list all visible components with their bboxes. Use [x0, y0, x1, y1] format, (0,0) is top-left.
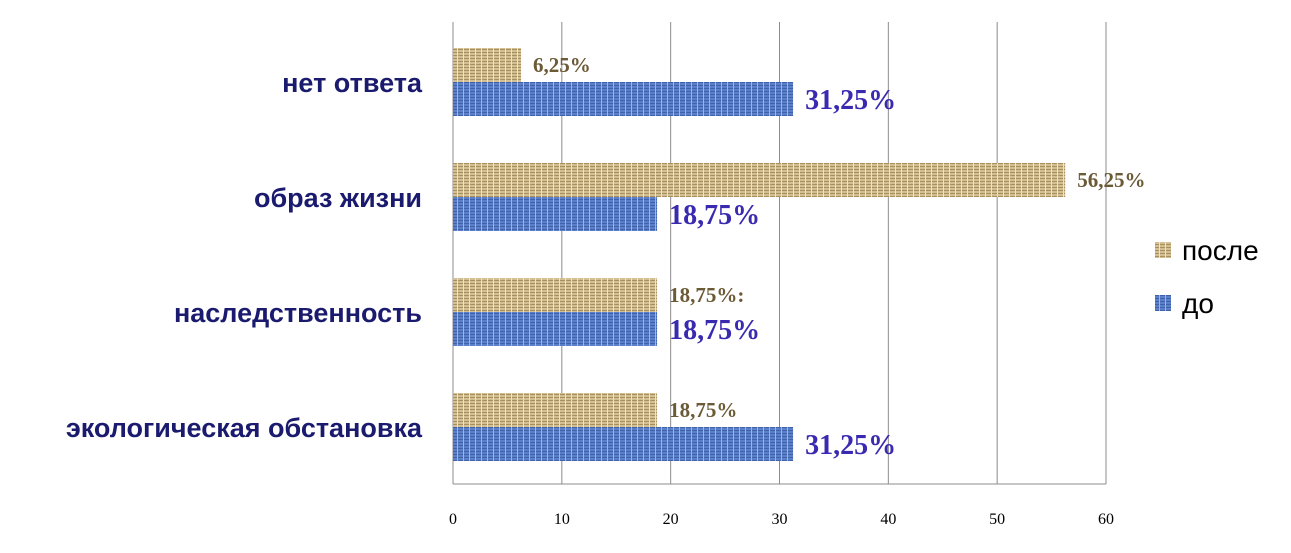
x-tick-label: 30	[772, 511, 788, 528]
data-label-after: 56,25%	[1077, 168, 1145, 192]
data-label-after: 18,75%	[669, 398, 737, 422]
category-label: наследственность	[174, 298, 422, 328]
x-tick-label: 10	[554, 511, 570, 528]
data-label-before: 31,25%	[805, 430, 896, 461]
data-label-after: 18,75%:	[669, 283, 744, 307]
data-label-before: 31,25%	[805, 85, 896, 116]
legend-label: до	[1182, 288, 1214, 319]
legend: после до	[1155, 235, 1259, 319]
legend-swatch	[1155, 295, 1171, 311]
category-labels: нет ответа образ жизни наследственность эко…	[66, 68, 423, 443]
bar-before	[453, 82, 794, 116]
x-axis-ticks: 0 10 20 30 40 50 60	[449, 511, 1114, 528]
x-tick-label: 50	[989, 511, 1005, 528]
bar-before	[453, 197, 658, 231]
data-labels: 6,25% 31,25% 56,25% 18,75% 18,75%: 18,75% 18,7…	[533, 53, 1145, 461]
bar-before	[453, 427, 794, 461]
x-tick-label: 40	[880, 511, 896, 528]
bar-after	[453, 163, 1066, 197]
x-tick-label: 0	[449, 511, 457, 528]
x-tick-label: 60	[1098, 511, 1114, 528]
data-label-after: 6,25%	[533, 53, 591, 77]
data-label-before: 18,75%	[669, 200, 760, 231]
data-label-before: 18,75%	[669, 315, 760, 346]
x-tick-label: 20	[663, 511, 679, 528]
category-label: образ жизни	[254, 183, 422, 213]
bar-after	[453, 393, 658, 427]
legend-label: после	[1182, 235, 1259, 266]
bar-after	[453, 48, 522, 82]
bar-after	[453, 278, 658, 312]
category-label: экологическая обстановка	[66, 413, 423, 443]
bar-before	[453, 312, 658, 346]
legend-swatch	[1155, 242, 1171, 258]
category-label: нет ответа	[282, 68, 423, 98]
bars	[453, 48, 1066, 461]
